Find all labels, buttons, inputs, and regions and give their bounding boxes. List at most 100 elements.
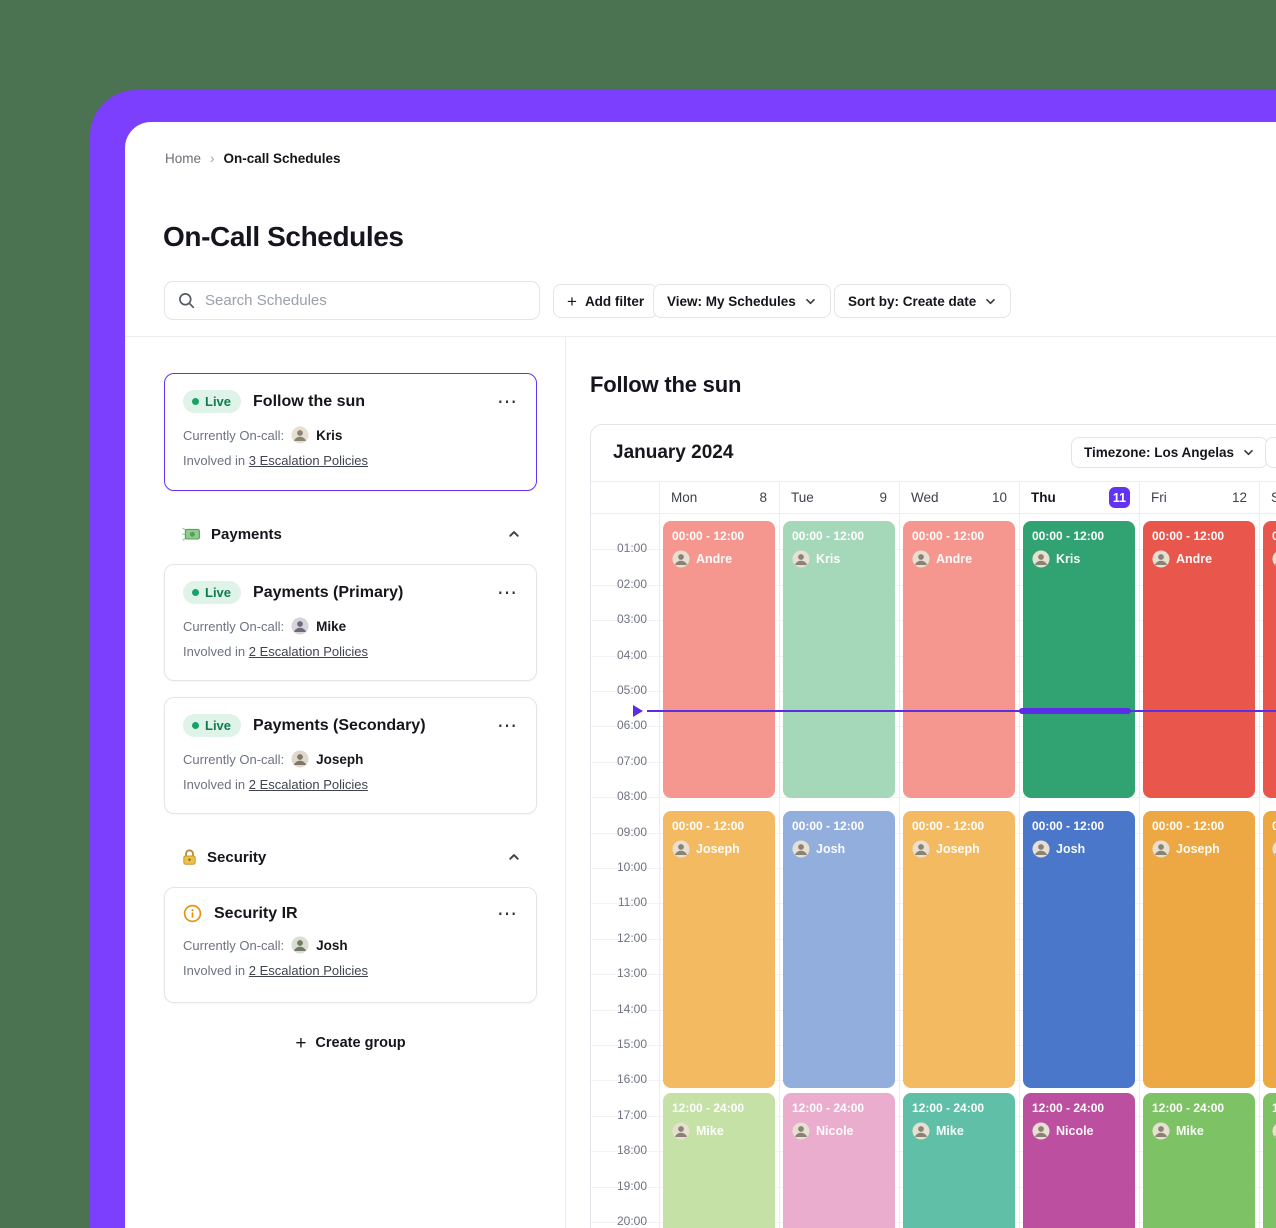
time-label: 13:00 [616,966,647,981]
calendar-event[interactable]: 12:00 - 24:00 Mike [1143,1093,1255,1228]
group-name: Payments [211,525,282,543]
plus-icon: + [295,1032,307,1054]
oncall-name: Mike [316,618,347,634]
calendar-event[interactable]: 00:00 - 12:00 Kris [783,521,895,798]
calendar-event[interactable]: 12:00 - 24:00 Mike [903,1093,1015,1228]
chevron-up-icon[interactable] [507,527,521,541]
event-person-row: Nicole [792,1122,886,1140]
oncall-label: Currently On-call: [183,618,285,634]
overflow-menu-icon[interactable]: ⋯ [497,714,518,737]
column-gridline [1259,481,1260,1228]
calendar-event[interactable]: 00:00 - 12:00 Andre [1143,521,1255,798]
group-header-payments[interactable]: Payments [164,521,537,547]
involved-row: Involved in 2 Escalation Policies [183,963,518,978]
calendar-event[interactable]: 12:00 - 24:00 Mike [663,1093,775,1228]
add-filter-label: Add filter [584,293,645,309]
event-person-name: Josh [816,842,846,856]
page-title: On-Call Schedules [163,221,404,252]
event-person-name: Joseph [936,842,980,856]
horizontal-divider [125,336,1276,337]
schedule-card-security-ir[interactable]: Security IR ⋯ Currently On-call: Josh In… [164,887,537,1003]
event-person-name: Nicole [816,1124,854,1138]
event-time: 12:00 - 24:00 [1272,1101,1276,1115]
live-badge-label: Live [205,718,232,733]
add-filter-button[interactable]: + Add filter [553,284,659,318]
event-time: 00:00 - 12:00 [792,819,865,833]
schedule-card-payments-primary[interactable]: Live Payments (Primary) ⋯ Currently On-c… [164,564,537,681]
involved-label: Involved in [183,453,246,468]
escalation-policies-link[interactable]: 2 Escalation Policies [248,644,369,659]
search-icon [178,292,195,309]
event-person-row: Mike [672,1122,766,1140]
involved-label: Involved in [183,644,246,659]
calendar-event[interactable]: 00:00 - 12:00 Joseph [1143,811,1255,1088]
live-badge: Live [183,714,242,737]
event-person-row: Andre [912,550,1006,568]
plus-icon: + [567,291,577,311]
event-time: 00:00 - 12:00 [912,529,985,543]
day-date: 8 [759,490,767,505]
event-time: 12:00 - 24:00 [672,1101,745,1115]
calendar-event[interactable]: 00:00 - 12:00 Joseph [903,811,1015,1088]
event-time: 00:00 - 12:00 [1152,819,1225,833]
group-header-security[interactable]: Security [164,844,537,870]
escalation-policies-link[interactable]: 3 Escalation Policies [248,453,369,468]
calendar-event[interactable]: 12:00 - 24:00 Nicole [1023,1093,1135,1228]
card-head: Live Payments (Secondary) ⋯ [183,714,518,737]
avatar [1032,840,1050,858]
chevron-up-icon[interactable] [507,850,521,864]
calendar-event[interactable]: 00:00 - 12:00 [1263,521,1276,798]
card-head: Live Payments (Primary) ⋯ [183,581,518,604]
calendar-event[interactable]: 00:00 - 12:00 Josh [1023,811,1135,1088]
schedule-card-title: Security IR [214,904,298,922]
search-box[interactable] [164,281,540,320]
event-time: 00:00 - 12:00 [1032,529,1105,543]
column-gridline [659,481,660,1228]
event-person-name: Kris [816,552,841,566]
create-group-button[interactable]: + Create group [164,1027,537,1059]
overflow-menu-icon[interactable]: ⋯ [497,902,518,925]
avatar [291,617,309,635]
event-time: 12:00 - 24:00 [792,1101,865,1115]
breadcrumb-home[interactable]: Home [165,151,202,166]
calendar-event[interactable]: 12:00 - 24:00 Nicole [783,1093,895,1228]
calendar-event[interactable]: 00:00 - 12:00 [1263,811,1276,1088]
escalation-policies-link[interactable]: 2 Escalation Policies [248,777,369,792]
avatar [1272,840,1276,858]
column-gridline [779,481,780,1228]
group-name: Security [207,848,267,866]
time-label: 03:00 [616,612,647,627]
event-person-name: Andre [696,552,733,566]
escalation-policies-link[interactable]: 2 Escalation Policies [248,963,369,978]
now-line-today-segment [1019,708,1131,714]
event-person-name: Josh [1056,842,1086,856]
live-dot-icon [192,722,199,729]
overflow-menu-icon[interactable]: ⋯ [497,581,518,604]
search-input[interactable] [205,292,526,309]
schedule-card-follow-the-sun[interactable]: Live Follow the sun ⋯ Currently On-call:… [164,373,537,491]
calendar-event[interactable]: 00:00 - 12:00 Joseph [663,811,775,1088]
today-date-badge: 11 [1109,487,1130,508]
avatar [792,550,810,568]
calendar-event[interactable]: 00:00 - 12:00 Kris [1023,521,1135,798]
event-person-name: Nicole [1056,1124,1094,1138]
time-label: 17:00 [616,1107,647,1122]
time-label: 10:00 [616,860,647,874]
sort-dropdown-button[interactable]: Sort by: Create date [834,284,1012,318]
calendar-event[interactable]: 00:00 - 12:00 Andre [903,521,1015,798]
event-person-row: Nicole [1032,1122,1126,1140]
vertical-divider [565,337,566,1228]
partial-button[interactable] [1265,437,1276,468]
view-dropdown-button[interactable]: View: My Schedules [653,284,831,318]
money-icon [182,527,201,542]
event-person-row: Josh [792,840,886,858]
avatar [291,426,309,444]
timezone-dropdown-button[interactable]: Timezone: Los Angelas [1071,437,1269,468]
overflow-menu-icon[interactable]: ⋯ [497,390,518,413]
schedule-card-payments-secondary[interactable]: Live Payments (Secondary) ⋯ Currently On… [164,697,537,814]
oncall-label: Currently On-call: [183,751,285,767]
event-person-row: Kris [792,550,886,568]
calendar-event[interactable]: 00:00 - 12:00 Andre [663,521,775,798]
calendar-event[interactable]: 12:00 - 24:00 [1263,1093,1276,1228]
calendar-event[interactable]: 00:00 - 12:00 Josh [783,811,895,1088]
